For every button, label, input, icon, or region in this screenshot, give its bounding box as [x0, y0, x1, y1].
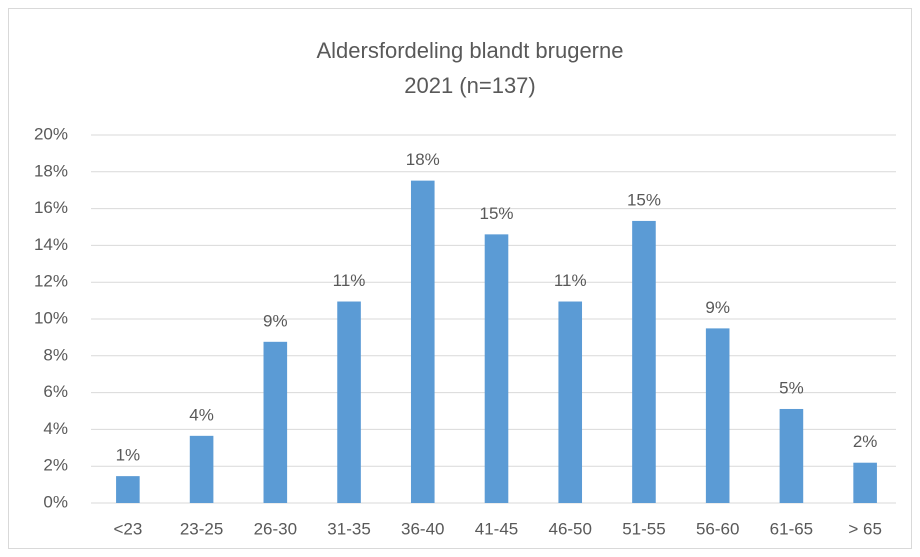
y-tick-label: 14% — [34, 235, 68, 254]
x-tick-label: 26-30 — [254, 519, 297, 538]
y-tick-label: 18% — [34, 161, 68, 180]
y-tick-label: 8% — [43, 345, 68, 364]
y-tick-label: 12% — [34, 272, 68, 291]
data-label: 11% — [554, 271, 587, 290]
y-tick-label: 10% — [34, 308, 68, 327]
bar — [484, 234, 509, 504]
data-label: 4% — [189, 405, 214, 424]
x-tick-label: 56-60 — [696, 519, 739, 538]
data-label: 15% — [627, 190, 661, 209]
data-label: 2% — [853, 432, 878, 451]
bar — [263, 341, 288, 503]
data-label: 9% — [705, 298, 730, 317]
x-tick-label: 51-55 — [622, 519, 665, 538]
bar — [705, 328, 730, 503]
y-tick-label: 0% — [43, 492, 68, 511]
chart-title: Aldersfordeling blandt brugerne — [317, 38, 624, 63]
data-label: 5% — [779, 378, 804, 397]
bar — [632, 220, 656, 504]
chart-border — [8, 8, 912, 549]
chart-subtitle: 2021 (n=137) — [404, 73, 536, 98]
y-tick-label: 6% — [43, 382, 68, 401]
y-tick-label: 20% — [34, 124, 68, 143]
bar — [779, 408, 804, 503]
y-tick-label: 2% — [43, 456, 68, 475]
x-tick-label: 61-65 — [770, 519, 813, 538]
y-tick-label: 16% — [34, 198, 68, 217]
data-label: 15% — [479, 204, 513, 223]
data-label: 11% — [333, 271, 366, 290]
y-tick-label: 4% — [43, 419, 68, 438]
x-tick-label: 46-50 — [548, 519, 591, 538]
bar — [558, 301, 583, 503]
bar — [189, 435, 214, 503]
x-tick-label: 31-35 — [327, 519, 370, 538]
data-label: 1% — [116, 446, 141, 465]
bar — [116, 476, 140, 503]
x-tick-label: 41-45 — [475, 519, 518, 538]
data-label: 9% — [263, 311, 288, 330]
x-tick-label: > 65 — [848, 519, 882, 538]
x-tick-label: 36-40 — [401, 519, 444, 538]
bar — [853, 462, 877, 503]
data-label: 18% — [406, 150, 440, 169]
bar — [410, 180, 435, 503]
x-tick-label: 23-25 — [180, 519, 223, 538]
x-tick-label: <23 — [113, 519, 142, 538]
bar — [337, 301, 361, 503]
